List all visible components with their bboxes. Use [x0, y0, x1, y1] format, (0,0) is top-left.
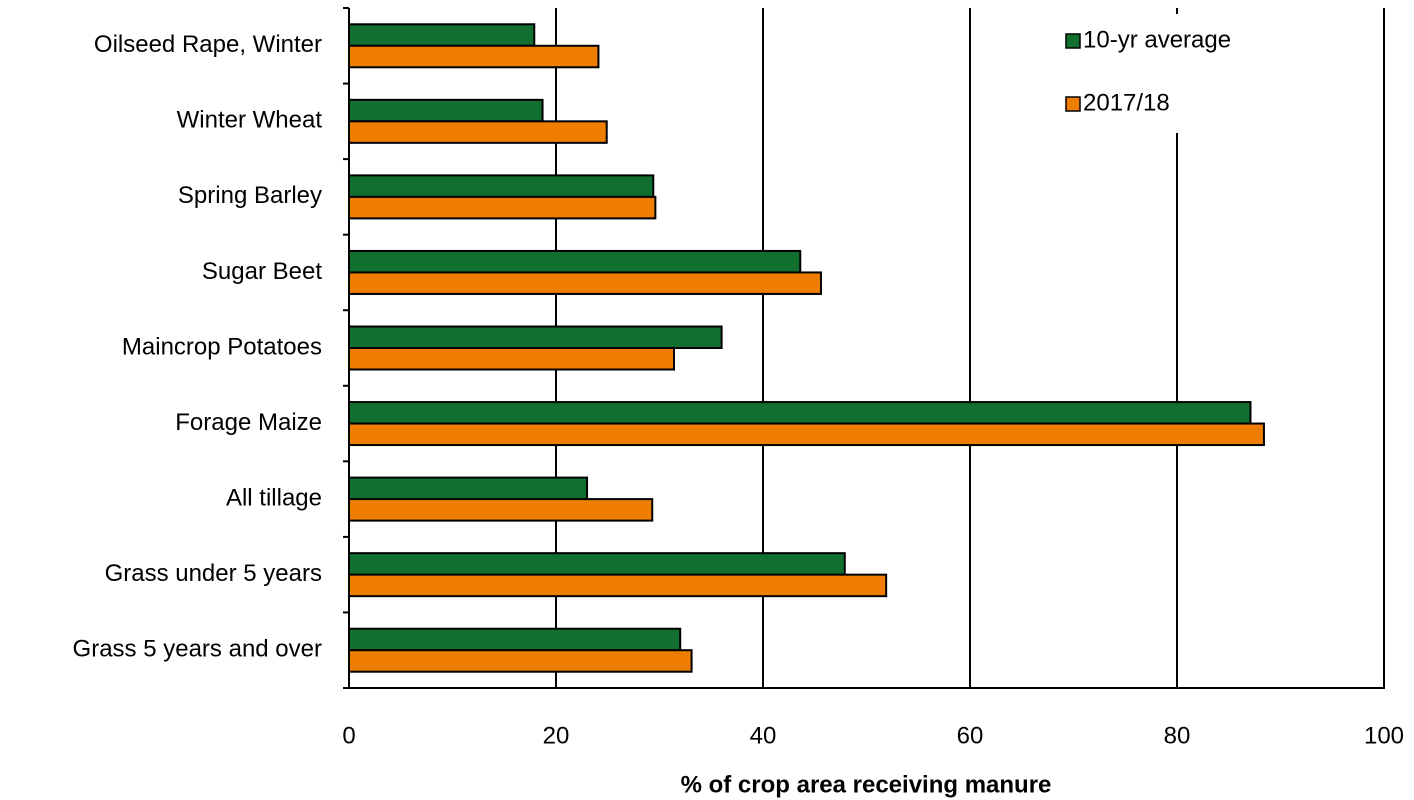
bar	[348, 422, 1265, 447]
bar	[348, 573, 888, 598]
y-tick-label: Spring Barley	[178, 182, 322, 209]
y-tick-label: Maincrop Potatoes	[122, 333, 322, 360]
bar	[348, 498, 654, 522]
y-tick-label: Grass under 5 years	[105, 560, 322, 587]
bar	[348, 649, 693, 673]
y-tick-label: Winter Wheat	[177, 107, 323, 134]
x-tick-label: 80	[1164, 722, 1191, 749]
bar	[348, 98, 544, 123]
bar	[348, 476, 589, 501]
bar	[348, 271, 822, 295]
bar	[348, 120, 608, 144]
bar	[348, 401, 1252, 425]
bar	[348, 347, 675, 371]
bar	[348, 249, 802, 274]
y-tick-label: All tillage	[226, 484, 322, 511]
x-axis-label: % of crop area receiving manure	[681, 771, 1052, 798]
x-tick-label: 20	[543, 722, 570, 749]
x-tick-label: 40	[750, 722, 777, 749]
bar	[348, 23, 536, 47]
bar	[348, 325, 723, 349]
legend-swatch	[1065, 96, 1081, 112]
bar	[348, 174, 655, 198]
bar	[348, 195, 657, 220]
bar	[348, 627, 682, 652]
bar	[348, 44, 600, 69]
y-tick-label: Oilseed Rape, Winter	[94, 31, 322, 58]
legend-swatch	[1065, 33, 1081, 49]
y-tick-label: Grass 5 years and over	[73, 636, 322, 663]
bar	[348, 552, 846, 576]
legend-label: 2017/18	[1083, 89, 1170, 116]
legend-label: 10-yr average	[1083, 26, 1231, 53]
y-tick-label: Sugar Beet	[202, 258, 322, 285]
x-tick-label: 0	[342, 722, 355, 749]
x-tick-label: 100	[1364, 722, 1404, 749]
x-tick-label: 60	[957, 722, 984, 749]
legend-box	[1055, 14, 1295, 133]
y-tick-label: Forage Maize	[175, 409, 322, 436]
